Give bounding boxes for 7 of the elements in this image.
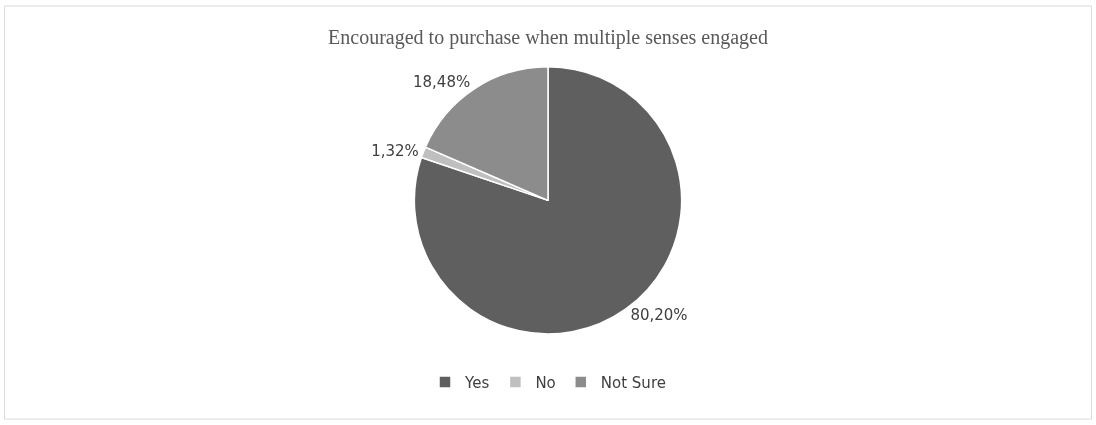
data-label: 18,48% [412, 73, 471, 92]
data-label: 80,20% [630, 305, 688, 324]
chart-title: Encouraged to purchase when multiple senses engaged [328, 25, 768, 49]
data-label: 1,32% [371, 142, 419, 161]
legend-label: Not Sure [600, 373, 666, 392]
legend-label: Yes [464, 373, 490, 392]
legend-label: No [535, 373, 556, 392]
